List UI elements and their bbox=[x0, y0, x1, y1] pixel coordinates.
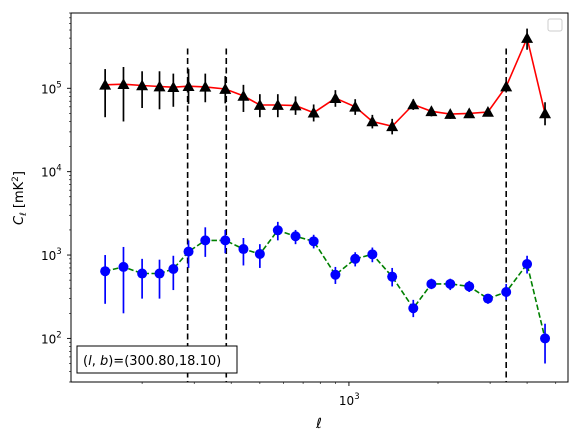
data-point bbox=[349, 100, 362, 112]
data-point bbox=[540, 333, 551, 344]
y-axis-label: Cℓ [mK2] bbox=[11, 171, 29, 225]
y-tick-label: 105 bbox=[41, 80, 62, 96]
data-point bbox=[199, 80, 212, 92]
y-tick-exp: 3 bbox=[56, 247, 61, 257]
legend-box bbox=[547, 18, 563, 32]
data-point bbox=[99, 78, 112, 90]
data-point bbox=[463, 107, 476, 119]
y-label-unit-exp: 2 bbox=[11, 176, 21, 182]
data-point bbox=[386, 120, 399, 132]
data-point bbox=[100, 266, 111, 277]
vline-layer bbox=[186, 48, 507, 382]
annot-open: ( bbox=[83, 354, 88, 369]
data-point bbox=[168, 263, 179, 274]
data-point bbox=[271, 99, 284, 110]
data-point bbox=[153, 80, 166, 92]
data-point bbox=[307, 106, 320, 118]
y-tick-exp: 5 bbox=[56, 80, 61, 90]
y-tick-base: 10 bbox=[41, 166, 56, 180]
series-line bbox=[104, 229, 546, 339]
annot-comma: , bbox=[92, 354, 100, 369]
y-label-unit-close: ] bbox=[12, 171, 27, 176]
data-point bbox=[308, 236, 319, 247]
series-2 bbox=[100, 221, 551, 364]
y-tick-exp: 4 bbox=[56, 164, 61, 174]
data-point bbox=[329, 92, 342, 104]
data-point bbox=[183, 246, 194, 257]
data-point bbox=[137, 268, 148, 279]
data-point bbox=[154, 268, 165, 279]
y-tick-base: 10 bbox=[41, 332, 56, 346]
y-tick-base: 10 bbox=[41, 82, 56, 96]
data-point bbox=[330, 269, 341, 280]
data-point bbox=[445, 278, 456, 289]
data-point bbox=[500, 80, 513, 92]
annot-close: )=(300.80,18.10) bbox=[108, 354, 221, 369]
data-point bbox=[182, 80, 195, 91]
y-axis-label-group: Cℓ [mK2] bbox=[11, 171, 29, 225]
data-point bbox=[501, 287, 512, 298]
plot-frame bbox=[70, 12, 569, 383]
annotation: (l, b)=(300.80,18.10) bbox=[76, 345, 238, 374]
y-label-sub: ℓ bbox=[19, 212, 29, 217]
data-point bbox=[481, 105, 494, 117]
data-point bbox=[539, 107, 552, 119]
data-point bbox=[367, 249, 378, 260]
data-point bbox=[238, 244, 249, 255]
data-point bbox=[366, 115, 379, 127]
data-point bbox=[118, 261, 129, 272]
data-point bbox=[444, 108, 457, 119]
y-label-main: C bbox=[12, 215, 27, 225]
y-tick-base: 10 bbox=[41, 249, 56, 263]
data-point bbox=[426, 278, 437, 289]
data-point bbox=[290, 231, 301, 242]
annot-b: b bbox=[100, 354, 108, 369]
data-point bbox=[522, 259, 533, 270]
x-tick-label: 103 bbox=[339, 392, 360, 408]
annotation-text: (l, b)=(300.80,18.10) bbox=[83, 354, 221, 369]
data-point bbox=[253, 99, 266, 110]
series-1 bbox=[99, 28, 552, 135]
data-point bbox=[289, 99, 302, 111]
y-tick-label: 102 bbox=[41, 330, 62, 346]
data-point bbox=[521, 32, 534, 43]
data-point bbox=[117, 78, 130, 89]
data-point bbox=[387, 271, 398, 282]
y-tick-exp: 2 bbox=[56, 330, 61, 340]
data-point bbox=[464, 281, 475, 292]
x-axis-label: ℓ bbox=[315, 416, 322, 432]
x-tick-base: 10 bbox=[339, 394, 354, 408]
series-line bbox=[105, 35, 546, 128]
data-point bbox=[136, 79, 149, 91]
y-tick-label: 104 bbox=[41, 164, 62, 180]
x-tick-exp: 3 bbox=[354, 392, 359, 402]
data-point bbox=[272, 225, 283, 236]
data-point bbox=[200, 235, 211, 246]
y-tick-label: 103 bbox=[41, 247, 62, 263]
series-layer bbox=[99, 28, 552, 364]
data-point bbox=[237, 89, 250, 101]
data-point bbox=[219, 83, 232, 94]
data-point bbox=[350, 253, 361, 264]
y-label-unit: [mK bbox=[12, 181, 27, 212]
annot-l: l bbox=[88, 354, 92, 369]
data-point bbox=[408, 303, 419, 314]
data-point bbox=[167, 81, 180, 93]
data-point bbox=[425, 105, 438, 117]
data-point bbox=[482, 293, 493, 304]
annotation-box bbox=[76, 345, 238, 374]
data-point bbox=[254, 248, 265, 259]
data-point bbox=[407, 98, 420, 110]
data-point bbox=[220, 235, 231, 246]
